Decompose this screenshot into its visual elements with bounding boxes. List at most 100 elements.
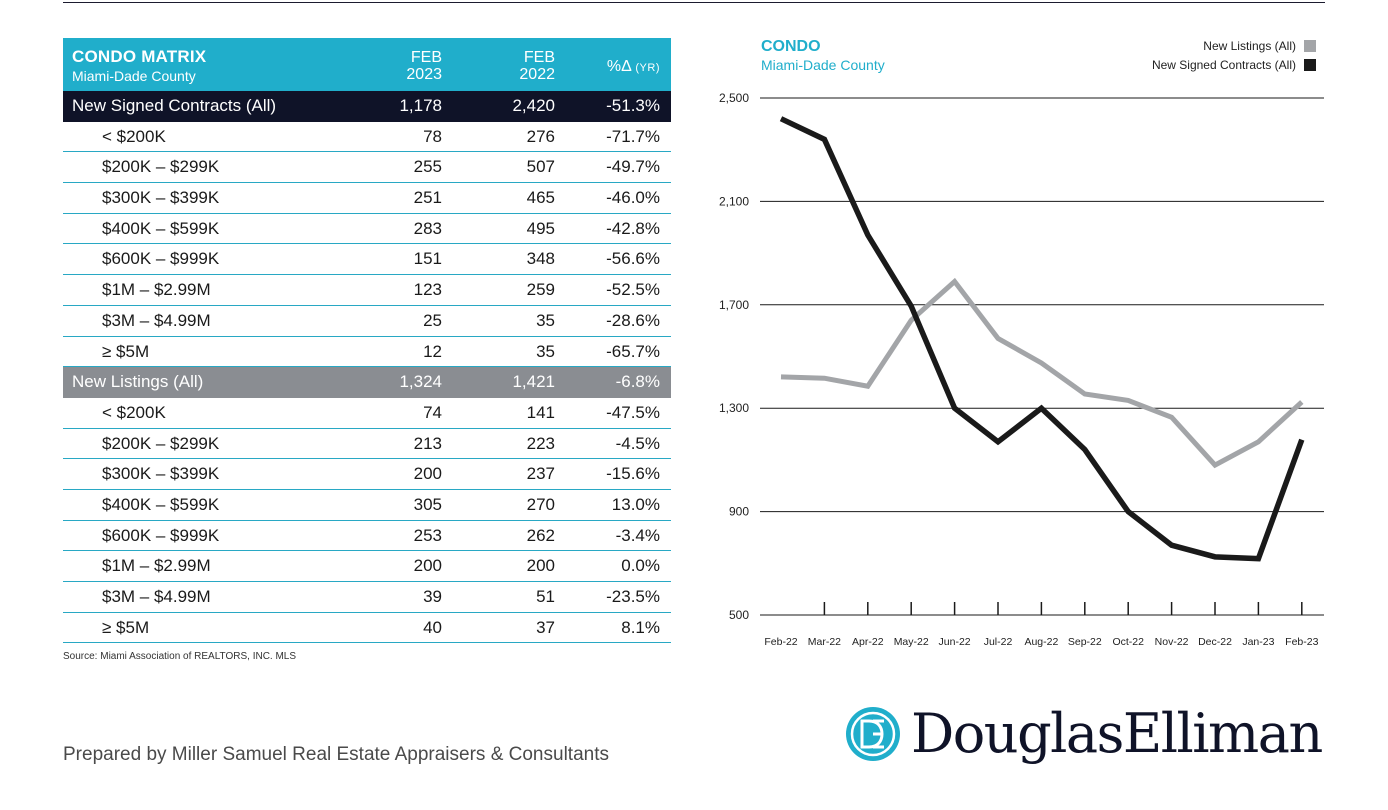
col-header-month: FEB: [410, 49, 442, 66]
table-row: ≥ $5M 40 37 8.1%: [63, 613, 671, 644]
col-header-feb-2023: FEB 2023: [406, 49, 442, 83]
col-header-pct-symbol: %Δ: [606, 58, 631, 75]
row-value: -15.6%: [606, 464, 660, 484]
table-subtitle: Miami-Dade County: [72, 68, 196, 84]
table-row: $300K – $399K 251 465 -46.0%: [63, 183, 671, 214]
row-value: -56.6%: [606, 249, 660, 269]
row-value: 37: [536, 617, 555, 637]
row-value: 223: [526, 433, 555, 453]
row-value: 276: [526, 126, 555, 146]
row-value: 253: [413, 525, 442, 545]
row-value: 25: [423, 310, 442, 330]
condo-matrix-table: CONDO MATRIX Miami-Dade County FEB 2023 …: [63, 38, 671, 644]
row-value: 213: [413, 433, 442, 453]
row-label: $300K – $399K: [102, 188, 220, 208]
x-tick-label: Oct-22: [1112, 636, 1144, 648]
x-tick-label: Nov-22: [1155, 636, 1189, 648]
row-value: -42.8%: [606, 218, 660, 238]
table-row: $600K – $999K 253 262 -3.4%: [63, 521, 671, 552]
row-value: 1,421: [512, 372, 555, 392]
row-label: $3M – $4.99M: [102, 310, 211, 330]
row-value: 495: [526, 218, 555, 238]
table-row: < $200K 74 141 -47.5%: [63, 398, 671, 429]
legend-label: New Listings (All): [1203, 39, 1296, 53]
legend-new-signed-contracts: New Signed Contracts (All): [1152, 58, 1316, 72]
col-header-year: 2022: [519, 66, 555, 83]
row-value: -3.4%: [615, 525, 660, 545]
x-tick-label: Jul-22: [984, 636, 1013, 648]
section-row-new-signed-contracts: New Signed Contracts (All) 1,178 2,420 -51.…: [63, 91, 671, 122]
row-value: 0.0%: [621, 556, 660, 576]
table-row: $400K – $599K 283 495 -42.8%: [63, 214, 671, 245]
table-row: $200K – $299K 255 507 -49.7%: [63, 152, 671, 183]
table-row: $1M – $2.99M 200 200 0.0%: [63, 551, 671, 582]
table-row: ≥ $5M 12 35 -65.7%: [63, 337, 671, 368]
row-value: 237: [526, 464, 555, 484]
row-value: 51: [536, 587, 555, 606]
x-tick-label: Dec-22: [1198, 636, 1232, 648]
y-tick-label: 500: [729, 608, 749, 622]
row-value: 465: [526, 188, 555, 208]
table-header: CONDO MATRIX Miami-Dade County FEB 2023 …: [63, 38, 671, 91]
row-value: 35: [536, 310, 555, 330]
row-value: -71.7%: [606, 126, 660, 146]
de-monogram-icon: [846, 707, 900, 761]
row-label: $1M – $2.99M: [102, 556, 211, 576]
row-value: 123: [413, 280, 442, 300]
row-value: 74: [423, 402, 442, 422]
series-line-new-listings: [780, 277, 1304, 469]
row-value: 507: [526, 157, 555, 177]
row-value: 2,420: [512, 96, 555, 115]
row-value: 200: [526, 556, 555, 576]
x-tick-label: Jun-22: [939, 636, 971, 648]
row-value: 348: [526, 249, 555, 269]
row-label: New Listings (All): [72, 372, 204, 392]
row-value: -28.6%: [606, 310, 660, 330]
row-label: ≥ $5M: [102, 617, 150, 637]
row-label: ≥ $5M: [102, 341, 150, 361]
table-row: $400K – $599K 305 270 13.0%: [63, 490, 671, 521]
prepared-by-note: Prepared by Miller Samuel Real Estate Ap…: [63, 744, 609, 765]
douglas-elliman-logo: DouglasElliman: [845, 706, 1323, 762]
row-value: -65.7%: [606, 341, 660, 361]
row-value: -23.5%: [606, 587, 660, 606]
row-value: 251: [413, 188, 442, 208]
col-header-year: 2023: [406, 66, 442, 83]
row-value: 35: [536, 341, 555, 361]
row-label: $3M – $4.99M: [102, 587, 211, 606]
table-row: < $200K 78 276 -71.7%: [63, 122, 671, 153]
col-header-pct-period: (YR): [635, 62, 660, 74]
row-value: 12: [423, 341, 442, 361]
row-label: < $200K: [102, 126, 166, 146]
x-tick-label: Feb-22: [764, 636, 797, 648]
y-tick-label: 900: [729, 505, 749, 519]
table-title: CONDO MATRIX: [72, 47, 207, 66]
table-row: $3M – $4.99M 39 51 -23.5%: [63, 582, 671, 613]
row-value: 1,178: [399, 96, 442, 115]
row-value: -47.5%: [606, 402, 660, 422]
chart-subtitle: Miami-Dade County: [761, 57, 885, 73]
section-row-new-listings: New Listings (All) 1,324 1,421 -6.8%: [63, 367, 671, 398]
row-value: 78: [423, 126, 442, 146]
table-row: $3M – $4.99M 25 35 -28.6%: [63, 306, 671, 337]
x-tick-label: Sep-22: [1068, 636, 1102, 648]
row-value: 270: [526, 494, 555, 514]
row-label: $400K – $599K: [102, 494, 220, 514]
y-tick-label: 2,100: [719, 194, 749, 208]
row-value: 151: [413, 249, 442, 269]
row-value: -49.7%: [606, 157, 660, 177]
y-tick-label: 2,500: [719, 91, 749, 105]
row-label: $1M – $2.99M: [102, 280, 211, 300]
legend-new-listings: New Listings (All): [1203, 39, 1316, 53]
legend-label: New Signed Contracts (All): [1151, 58, 1296, 72]
row-value: 1,324: [399, 372, 442, 392]
row-value: -51.3%: [606, 96, 660, 115]
row-value: 255: [413, 157, 442, 177]
row-value: 8.1%: [621, 617, 660, 637]
row-value: 39: [423, 587, 442, 606]
legend-swatch: [1304, 59, 1316, 71]
row-value: 40: [423, 617, 442, 637]
x-tick-label: Apr-22: [852, 636, 884, 648]
row-label: $300K – $399K: [102, 464, 220, 484]
